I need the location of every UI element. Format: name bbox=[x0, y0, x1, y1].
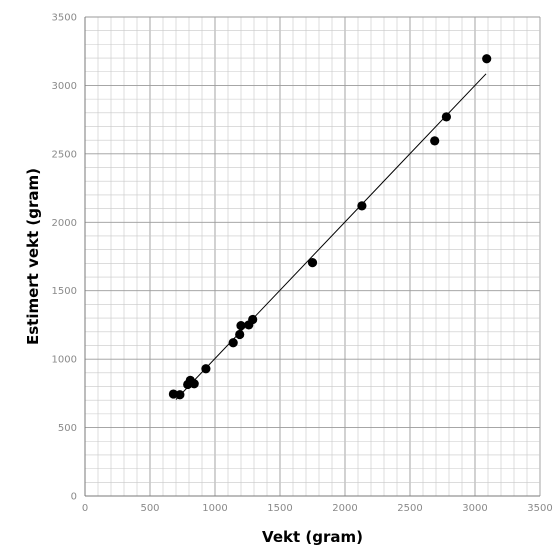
x-tick-label: 2500 bbox=[397, 503, 422, 514]
grid bbox=[84, 16, 541, 497]
fit-line bbox=[175, 73, 487, 400]
x-tick-label: 3500 bbox=[527, 503, 552, 514]
data-point bbox=[175, 390, 185, 400]
x-axis-label: Vekt (gram) bbox=[262, 528, 363, 546]
y-tick-label: 2500 bbox=[52, 149, 77, 160]
x-tick-label: 2000 bbox=[332, 503, 357, 514]
data-point bbox=[430, 136, 440, 146]
data-point bbox=[307, 258, 318, 268]
x-tick-label: 1000 bbox=[202, 503, 227, 514]
data-point bbox=[357, 201, 367, 211]
y-tick-label: 2000 bbox=[52, 218, 77, 229]
y-tick-label: 1500 bbox=[52, 286, 77, 297]
data-point bbox=[236, 321, 246, 331]
x-tick-label: 500 bbox=[140, 503, 159, 514]
data-point bbox=[441, 112, 451, 122]
data-point bbox=[189, 379, 199, 389]
data-point bbox=[228, 338, 238, 348]
y-tick-label: 3000 bbox=[52, 81, 77, 92]
data-point bbox=[248, 314, 258, 325]
x-tick-label: 3000 bbox=[462, 503, 487, 514]
x-tick-label: 0 bbox=[82, 503, 88, 514]
x-tick-label: 1500 bbox=[267, 503, 292, 514]
data-points bbox=[168, 54, 492, 400]
tick-labels: 0 500 1000 1500 2000 2500 3000 3500 0 500 1000 1500… bbox=[52, 13, 553, 515]
data-point bbox=[235, 329, 245, 340]
y-tick-label: 500 bbox=[58, 423, 77, 434]
y-tick-label: 0 bbox=[71, 492, 77, 503]
y-tick-label: 1000 bbox=[52, 355, 77, 366]
data-point bbox=[482, 54, 492, 64]
data-point bbox=[201, 364, 211, 374]
y-tick-label: 3500 bbox=[52, 13, 77, 24]
y-axis-label: Estimert vekt (gram) bbox=[24, 168, 42, 345]
